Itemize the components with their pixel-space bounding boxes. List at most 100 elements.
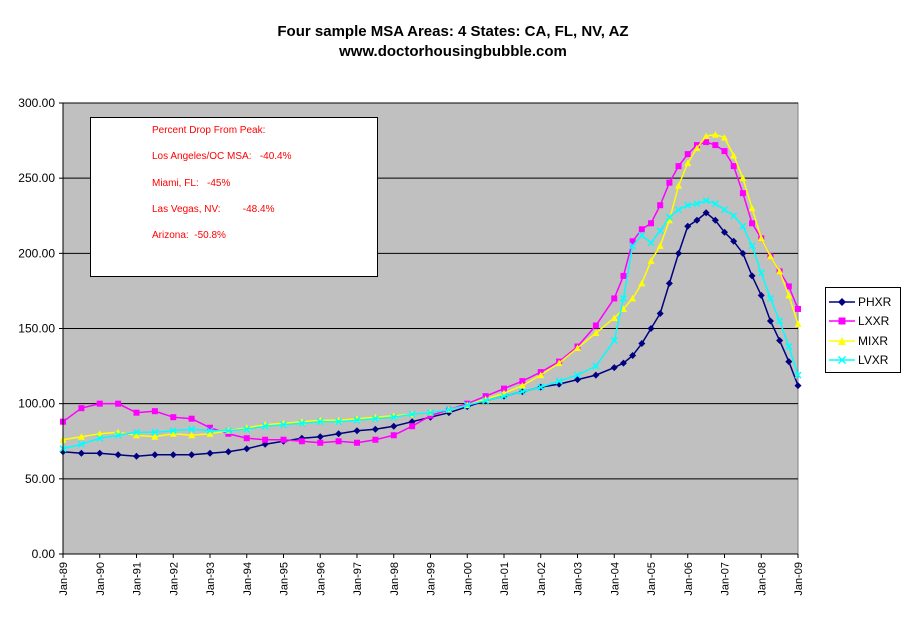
data-point [280, 436, 287, 443]
data-point [408, 410, 416, 418]
data-point [675, 249, 683, 257]
data-point [629, 352, 637, 360]
x-tick-label: Jan-00 [462, 562, 474, 596]
legend-marker-lvxr-icon [829, 356, 855, 365]
data-point [501, 385, 507, 392]
data-point [619, 359, 627, 367]
data-point [620, 272, 627, 279]
series-mixr [59, 131, 802, 443]
data-point [656, 309, 664, 317]
x-tick-label: Jan-09 [793, 562, 805, 596]
data-point [298, 438, 305, 445]
data-point [749, 220, 756, 227]
data-point [647, 325, 655, 332]
data-point [574, 344, 581, 352]
data-point [739, 249, 747, 257]
data-point [785, 343, 793, 351]
data-point [748, 204, 756, 212]
data-point [721, 148, 728, 155]
x-tick-label: Jan-01 [499, 562, 511, 596]
x-tick-label: Jan-92 [168, 562, 180, 596]
data-point [573, 371, 582, 379]
data-point [739, 174, 747, 182]
legend-item-lxxr: LXXR [829, 312, 900, 332]
data-point [243, 445, 251, 453]
data-point [592, 329, 600, 337]
data-point [657, 202, 664, 209]
data-point [703, 139, 710, 146]
data-point [133, 409, 140, 416]
y-tick-label: 100.00 [18, 397, 55, 411]
data-point [757, 234, 765, 242]
percent-drop-annotation: Percent Drop From Peak: Los Angeles/OC M… [90, 117, 378, 277]
data-point [693, 200, 701, 208]
x-axis-ticks: Jan-89 Jan-90 Jan-91 Jan-92 Jan-93 Jan-94 Jan-… [58, 554, 805, 596]
data-point [666, 179, 673, 186]
data-point [188, 415, 195, 422]
data-point [730, 152, 738, 159]
data-point [353, 416, 361, 424]
data-point [390, 413, 398, 421]
data-point [684, 159, 692, 167]
x-tick-label: Jan-89 [58, 562, 70, 596]
data-point [766, 294, 774, 302]
data-point [555, 359, 563, 367]
data-point [390, 422, 398, 430]
data-point [776, 337, 784, 345]
data-point [96, 434, 104, 442]
data-point [335, 438, 342, 445]
data-point [592, 362, 600, 370]
data-point [151, 433, 159, 440]
data-point [776, 317, 784, 325]
data-point [638, 340, 646, 348]
data-point [555, 377, 563, 385]
data-point [656, 227, 664, 235]
legend-label-phxr: PHXR [858, 294, 892, 309]
data-point [647, 239, 655, 247]
x-tick-label: Jan-04 [609, 562, 621, 596]
legend-item-lvxr: LVXR [829, 351, 900, 371]
data-point [188, 425, 196, 433]
series-group [59, 131, 802, 460]
data-point [757, 291, 765, 299]
data-point [647, 257, 655, 264]
annotation-miami: Miami, FL: -45% [152, 177, 231, 189]
data-point [766, 252, 774, 260]
data-point [96, 449, 104, 457]
x-tick-label: Jan-06 [683, 562, 695, 596]
data-point [592, 322, 599, 329]
data-point [77, 440, 85, 448]
data-point [675, 182, 683, 189]
data-point [702, 197, 710, 205]
data-point [720, 206, 729, 214]
data-point [739, 222, 747, 230]
data-point [317, 439, 324, 446]
data-point [151, 451, 159, 459]
data-point [785, 291, 793, 299]
data-point [115, 400, 122, 407]
data-point [188, 451, 196, 459]
data-point [372, 436, 379, 443]
x-tick-label: Jan-02 [536, 562, 548, 596]
data-point [712, 142, 719, 149]
chart-title-line2: www.doctorhousingbubble.com [339, 43, 567, 60]
data-point [114, 451, 122, 459]
data-point [776, 267, 784, 275]
y-tick-label: 300.00 [18, 96, 55, 110]
data-point [133, 452, 140, 460]
data-point [298, 419, 306, 427]
data-point [243, 435, 250, 442]
data-point [77, 433, 85, 440]
data-point [224, 448, 232, 456]
annotation-las-vegas: Las Vegas, NV: -48.4% [152, 203, 275, 215]
legend-item-mixr: MIXR [829, 331, 900, 351]
data-point [132, 428, 141, 436]
data-point [665, 213, 673, 221]
data-point [675, 163, 682, 170]
data-point [279, 421, 288, 429]
data-point [730, 212, 738, 220]
data-point [500, 392, 508, 400]
x-tick-label: Jan-97 [352, 562, 364, 596]
data-point [224, 427, 232, 435]
data-point [693, 216, 701, 224]
